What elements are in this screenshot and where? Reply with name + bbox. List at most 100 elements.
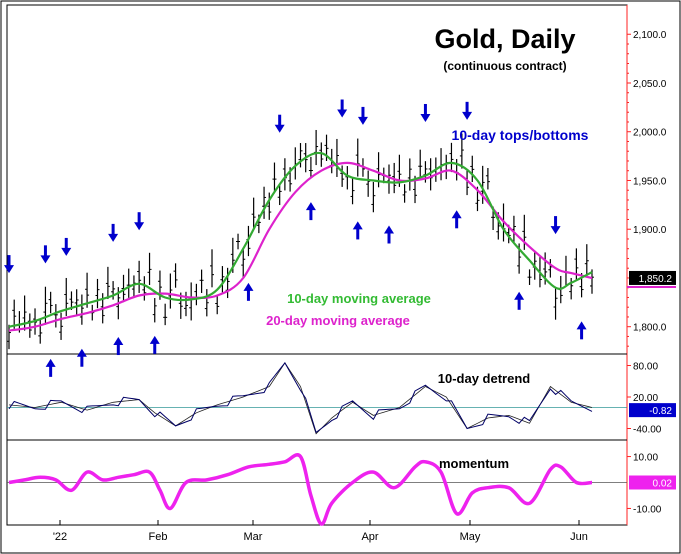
arrow-head (40, 255, 51, 264)
price-bar (199, 269, 204, 293)
price-bar (137, 260, 142, 293)
price-bar (163, 303, 168, 326)
ma20-line (8, 161, 593, 332)
price-bar (22, 295, 27, 331)
arrow-head (576, 321, 587, 330)
arrow-head (274, 124, 285, 133)
price-panel (4, 99, 594, 377)
price-bar (569, 277, 574, 300)
momentum-tick-label: -10.00 (633, 504, 662, 515)
price-bar (386, 164, 391, 194)
chart-subtitle: (continuous contract) (443, 59, 566, 73)
price-bar (43, 286, 48, 325)
arrow-head (337, 109, 348, 118)
price-tick-label: 2,000.0 (633, 128, 667, 139)
detrend-title: 10-day detrend (438, 371, 531, 386)
price-bar (173, 263, 178, 288)
price-tick-label: 1,900.0 (633, 225, 667, 236)
price-bar (350, 176, 355, 205)
price-tick-label: 1,800.0 (633, 323, 667, 334)
price-last-value-box (629, 270, 676, 285)
momentum-title: momentum (439, 456, 509, 471)
bottom-arrow-icon (113, 337, 124, 356)
momentum-tick-label: 10.00 (633, 453, 658, 464)
price-bar (262, 186, 267, 219)
arrow-head (383, 225, 394, 234)
price-bar (85, 272, 90, 308)
price-bar (277, 183, 282, 206)
detrend-panel (7, 362, 627, 435)
ma10-line (8, 151, 593, 328)
detrend-tick-label: 20.00 (633, 393, 658, 404)
price-bar (449, 142, 454, 173)
price-bar (74, 289, 79, 316)
detrend-line (8, 362, 593, 434)
momentum-panel (7, 453, 627, 526)
price-bar (241, 248, 246, 278)
arrow-head (357, 116, 368, 125)
chart-title: Gold, Daily (434, 24, 575, 54)
arrow-head (61, 247, 72, 256)
arrow-head (305, 202, 316, 211)
x-tick-label: Jun (570, 531, 588, 543)
tops-bottoms-annotation: 10-day tops/bottoms (452, 127, 589, 143)
price-bar (105, 266, 110, 300)
arrow-head (420, 113, 431, 122)
price-bar (590, 269, 594, 294)
detrend-tick-label: 80.00 (633, 362, 658, 373)
top-arrow-icon (274, 114, 285, 133)
price-bar (147, 252, 152, 285)
price-bar (220, 266, 225, 293)
price-last-value: 1,850.2 (639, 274, 673, 285)
momentum-last-value-box (629, 475, 676, 490)
price-bar (319, 142, 324, 167)
top-arrow-icon (134, 212, 145, 231)
top-arrow-icon (420, 103, 431, 122)
momentum-last-value: 0.02 (653, 479, 673, 490)
arrow-head (45, 358, 56, 367)
ma20-annotation: 20-day moving average (266, 313, 410, 328)
price-bar (340, 165, 345, 187)
arrow-head (76, 348, 87, 357)
price-bar (366, 170, 371, 197)
bottom-arrow-icon (451, 210, 462, 229)
price-bar (470, 155, 475, 183)
x-tick-label: Mar (244, 531, 263, 543)
price-bar (407, 158, 412, 191)
bottom-arrow-icon (243, 282, 254, 301)
price-bar (59, 312, 64, 340)
bottom-arrow-icon (576, 321, 587, 340)
top-arrow-icon (357, 106, 368, 125)
price-bar (371, 182, 376, 213)
arrow-head (352, 221, 363, 230)
price-bar (553, 287, 558, 320)
top-arrow-icon (4, 255, 14, 274)
bottom-arrow-icon (514, 291, 525, 310)
price-bar (236, 233, 241, 250)
top-arrow-icon (337, 99, 348, 118)
price-bar (251, 197, 256, 230)
price-bar (392, 162, 397, 194)
top-arrow-icon (462, 101, 473, 120)
price-bar (152, 298, 157, 323)
price-bar (210, 249, 215, 288)
price-bar (38, 319, 43, 344)
arrow-head (4, 265, 14, 274)
price-bar (402, 184, 407, 203)
price-bar (418, 149, 423, 179)
price-bar (459, 133, 464, 169)
x-tick-label: May (460, 531, 481, 543)
price-tick-label: 2,100.0 (633, 30, 667, 41)
price-tick-label: 1,950.0 (633, 176, 667, 187)
price-bar (272, 162, 277, 192)
detrend-tick-label: -40.00 (633, 425, 662, 436)
arrow-head (243, 282, 254, 291)
price-tick-label: 2,050.0 (633, 79, 667, 90)
price-bar (7, 324, 11, 350)
x-tick-label: Apr (361, 531, 378, 543)
momentum-line (8, 453, 593, 526)
arrow-head (550, 226, 561, 235)
